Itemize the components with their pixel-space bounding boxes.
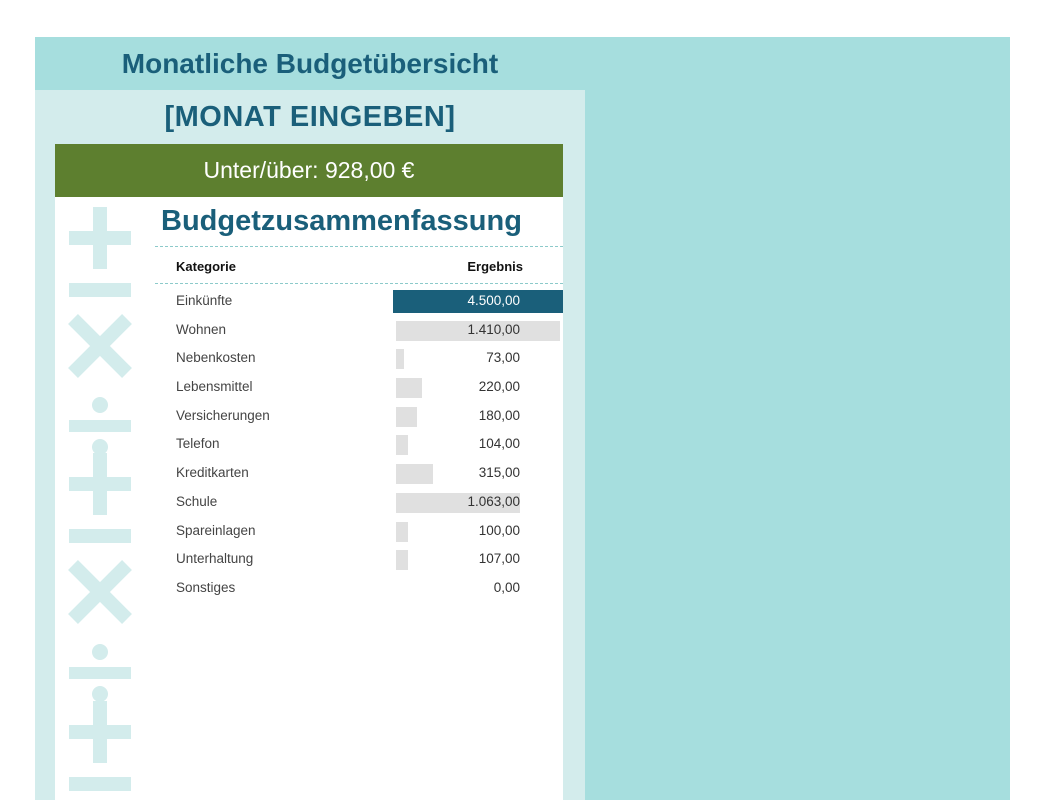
result-value: 180,00 (478, 407, 520, 423)
table-row: Sonstiges 0,00 (155, 574, 563, 603)
table-row: Wohnen 1.410,00 (155, 316, 563, 345)
table-row: Nebenkosten 73,00 (155, 344, 563, 373)
income-highlight (393, 290, 563, 313)
month-input[interactable]: [MONAT EINGEBEN] (164, 100, 456, 133)
category-label: Schule (176, 493, 218, 509)
table-row: Spareinlagen 100,00 (155, 517, 563, 546)
expense-bar (396, 464, 433, 485)
summary-title: Budgetzusammenfassung (161, 205, 522, 237)
summary-table: Einkünfte 4.500,00 Wohnen 1.410,00 Nebenkost… (155, 287, 563, 603)
table-row: Kreditkarten 315,00 (155, 459, 563, 488)
divider (155, 246, 563, 247)
result-cell (393, 347, 563, 370)
category-label: Sonstiges (176, 579, 236, 595)
table-row: Einkünfte 4.500,00 (155, 287, 563, 316)
expense-bar (396, 378, 422, 399)
result-value: 1.063,00 (467, 493, 520, 509)
page-title: Monatliche Budgetübersicht (121, 47, 499, 79)
column-header-result: Ergebnis (467, 259, 523, 274)
result-value: 73,00 (486, 350, 520, 366)
result-cell (393, 491, 563, 514)
table-row: Telefon 104,00 (155, 430, 563, 459)
result-cell (393, 319, 563, 342)
category-label: Kreditkarten (176, 465, 249, 481)
expense-bar (396, 521, 408, 542)
category-label: Lebensmittel (176, 379, 253, 395)
table-row: Schule 1.063,00 (155, 488, 563, 517)
category-label: Einkünfte (176, 293, 233, 308)
category-label: Wohnen (176, 321, 227, 337)
result-cell (393, 405, 563, 428)
result-cell (393, 520, 563, 543)
budget-sheet: Monatliche Budgetübersicht [MONAT EINGEB… (35, 37, 1010, 800)
expense-bar (396, 406, 417, 427)
expense-bar (396, 349, 404, 370)
table-header: Kategorie Ergebnis (155, 255, 563, 281)
result-cell (393, 548, 563, 571)
result-value: 220,00 (478, 379, 520, 395)
category-label: Spareinlagen (176, 522, 256, 538)
result-cell (393, 433, 563, 456)
table-row: Lebensmittel 220,00 (155, 373, 563, 402)
title-bar: Monatliche Budgetübersicht (35, 37, 585, 90)
expense-bar (396, 435, 408, 456)
result-value: 1.410,00 (467, 321, 520, 337)
left-panel: [MONAT EINGEBEN] Unter/über: 928,00 € (35, 90, 585, 800)
category-label: Nebenkosten (176, 350, 256, 366)
result-value: 107,00 (478, 551, 520, 567)
expense-bar (396, 320, 560, 341)
table-row: Unterhaltung 107,00 (155, 545, 563, 574)
table-row: Versicherungen 180,00 (155, 402, 563, 431)
result-value: 4.500,00 (467, 293, 520, 308)
result-cell (393, 577, 563, 600)
column-header-category: Kategorie (176, 259, 236, 274)
summary-card: Budgetzusammenfassung Kategorie Ergebnis… (55, 197, 563, 800)
balance-banner: Unter/über: 928,00 € (55, 144, 563, 197)
balance-text: Unter/über: 928,00 € (203, 157, 415, 183)
expense-bar (396, 550, 408, 571)
category-label: Telefon (176, 436, 220, 452)
divider (155, 283, 563, 284)
result-value: 0,00 (493, 579, 520, 595)
result-cell (393, 376, 563, 399)
result-value: 315,00 (478, 465, 520, 481)
category-label: Unterhaltung (176, 551, 254, 567)
result-value: 100,00 (478, 522, 520, 538)
math-symbols-icon (55, 197, 155, 800)
result-cell (393, 462, 563, 485)
expense-bar (396, 492, 520, 513)
result-value: 104,00 (478, 436, 520, 452)
category-label: Versicherungen (176, 407, 270, 423)
